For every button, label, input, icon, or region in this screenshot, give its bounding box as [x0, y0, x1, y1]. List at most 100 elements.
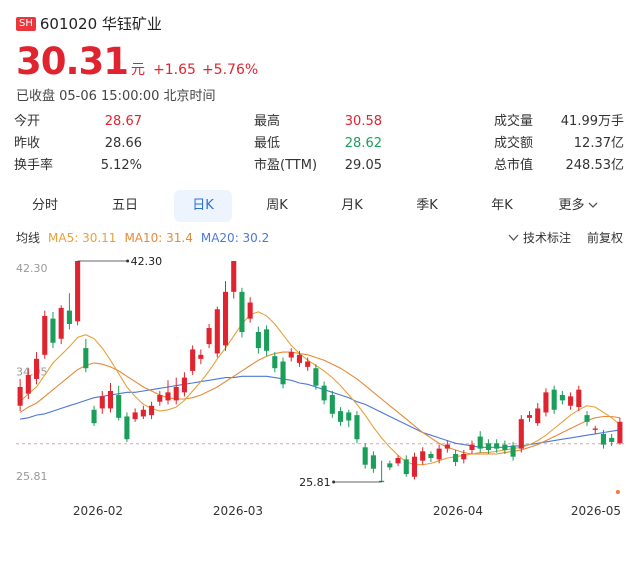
stat-item: 昨收 28.66 [14, 134, 142, 154]
stat-item: 今开 28.67 [14, 112, 142, 132]
stat-label: 成交量 [494, 114, 534, 129]
candle-body [280, 361, 286, 385]
candle-body [370, 455, 376, 469]
candle-body [247, 302, 253, 319]
candle-body [453, 453, 459, 463]
stat-label: 昨收 [14, 136, 41, 151]
stat-value: 248.53亿 [565, 158, 625, 173]
candle-body [518, 419, 524, 449]
candle-body [149, 405, 155, 416]
stat-label: 今开 [14, 114, 41, 129]
candle-body [305, 361, 311, 367]
stat-value: 28.67 [104, 114, 142, 129]
stat-label: 最高 [254, 114, 281, 129]
tab-period[interactable]: 季K [398, 190, 456, 222]
stat-label: 换手率 [14, 158, 54, 173]
price-unit: 元 [131, 62, 146, 78]
tab-period[interactable]: 周K [248, 190, 306, 222]
ma10-line [19, 351, 620, 455]
y-axis-label: 34.05 [16, 366, 48, 379]
tab-period[interactable]: 更多 [549, 190, 607, 222]
candle-body [436, 448, 442, 460]
candle-body [313, 368, 319, 386]
candle-body [239, 291, 245, 333]
candle-body [543, 392, 549, 413]
ma20-value: MA20: 30.2 [200, 230, 270, 245]
x-axis-label: 2026-02 [73, 504, 123, 518]
candle-body [58, 307, 64, 339]
candle-body [551, 389, 557, 410]
indicator-toggle[interactable]: 技术标注 [508, 229, 571, 246]
stat-item: 市盈(TTM) 29.05 [254, 156, 382, 176]
stat-value: 28.62 [344, 136, 382, 151]
stat-value: 41.99万手 [560, 114, 624, 129]
candle-body [116, 395, 122, 418]
tab-label: 日K [192, 198, 214, 213]
market-status: 已收盘 05-06 15:00:00 北京时间 [16, 89, 216, 104]
stat-item: 换手率 5.12% [14, 156, 142, 176]
candle-body [362, 447, 368, 465]
candle-body [132, 412, 138, 420]
tab-period[interactable]: 分时 [16, 190, 74, 222]
tab-label: 月K [341, 198, 363, 213]
candle-body [337, 411, 344, 422]
candle-body [255, 332, 261, 349]
tab-period[interactable]: 月K [323, 190, 381, 222]
stat-label: 总市值 [494, 158, 534, 173]
y-axis-label: 25.81 [16, 470, 48, 483]
stat-label: 最低 [254, 136, 281, 151]
tab-label: 分时 [31, 198, 58, 213]
stat-value: 12.37亿 [573, 136, 624, 151]
ma5-value: MA5: 30.11 [48, 230, 117, 245]
candle-body [420, 451, 426, 461]
stock-title-row: SH 601020 华钰矿业 [16, 13, 162, 34]
tab-period[interactable]: 年K [473, 190, 531, 222]
candle-body [157, 395, 163, 402]
candle-body [502, 444, 508, 450]
candle-body [272, 356, 278, 369]
stat-item: 成交量 41.99万手 [494, 112, 624, 132]
indicator-toggle-label: 技术标注 [522, 231, 571, 245]
candle-body [214, 309, 220, 354]
adjust-toggle-label: 前复权 [586, 231, 623, 245]
stat-item: 最低 28.62 [254, 134, 382, 154]
stock-name[interactable]: 601020 华钰矿业 [39, 15, 162, 33]
x-axis-label: 2026-04 [433, 504, 483, 518]
chevron-down-icon [588, 202, 597, 208]
adjust-toggle[interactable]: 前复权 [587, 229, 623, 246]
candle-body [461, 453, 467, 460]
ma-legend-label: 均线 [16, 231, 41, 245]
x-axis-label: 2026-05 [571, 504, 621, 518]
tab-period[interactable]: 五日 [96, 190, 154, 222]
candle-body [609, 437, 615, 442]
candlestick-chart[interactable]: 42.30 34.05 25.81 42.30 25.81 2026-02 2026-03 2… [0, 250, 638, 530]
candle-body [568, 396, 574, 406]
candle-body [535, 408, 541, 424]
candle-body [329, 395, 335, 414]
candle-body [559, 395, 565, 401]
stat-item: 最高 30.58 [254, 112, 382, 132]
high-marker-dot [126, 259, 130, 263]
low-marker-label: 25.81 [299, 476, 331, 489]
candle-body [75, 261, 81, 322]
tab-label: 季K [416, 198, 438, 213]
candle-body [198, 354, 204, 359]
candle-body [584, 415, 590, 422]
candle-body [288, 352, 294, 358]
candle-body [592, 428, 598, 430]
candle-body [140, 409, 146, 417]
candle-body [231, 261, 237, 292]
tab-period[interactable]: 日K [174, 190, 232, 222]
price-change: +1.65 [153, 62, 196, 78]
candle-body [444, 444, 450, 449]
ma-legend: 均线 MA5: 30.11 MA10: 31.4 MA20: 30.2 [16, 229, 277, 246]
candle-body [173, 386, 179, 401]
candle-body [222, 291, 229, 346]
candle-body [66, 310, 72, 324]
period-tabs: 分时 五日 日K 周K 月K 季K 年K 更多 [12, 190, 628, 222]
candle-body [17, 386, 23, 406]
candle-body [33, 358, 40, 379]
price-change-percent: +5.76% [201, 62, 259, 78]
latest-marker-dot [615, 490, 620, 494]
candle-body [42, 315, 48, 355]
